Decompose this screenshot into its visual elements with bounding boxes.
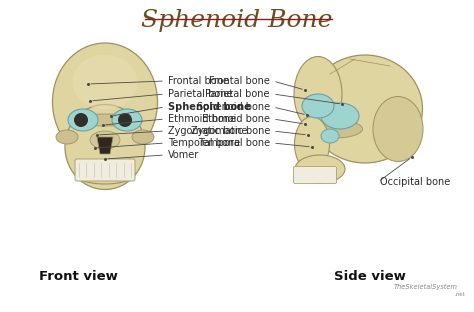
Ellipse shape [295,155,345,183]
Ellipse shape [68,109,98,131]
Text: Vomer: Vomer [168,150,199,160]
Ellipse shape [373,96,423,162]
FancyBboxPatch shape [293,167,337,183]
Text: Side view: Side view [334,271,406,284]
Ellipse shape [65,105,145,189]
FancyBboxPatch shape [75,159,135,181]
Text: TheSkeletalSystem: TheSkeletalSystem [394,284,458,290]
Text: Sphenoid bone: Sphenoid bone [197,102,270,112]
Ellipse shape [56,130,78,144]
Text: .net: .net [454,292,465,297]
Ellipse shape [308,120,363,138]
Text: Ethmoid bone: Ethmoid bone [202,114,270,124]
Text: Frontal bone: Frontal bone [209,76,270,86]
Ellipse shape [132,130,154,144]
Ellipse shape [112,109,142,131]
Ellipse shape [118,113,132,127]
Text: Sphenoid Bone: Sphenoid Bone [141,9,333,32]
Ellipse shape [308,55,422,163]
Ellipse shape [73,55,137,110]
Text: Front view: Front view [38,271,118,284]
Text: Temporal bone: Temporal bone [168,138,240,148]
Text: Zygomatic bone: Zygomatic bone [168,126,247,136]
Text: Occipital bone: Occipital bone [380,177,450,187]
Text: Sphenoid bone: Sphenoid bone [168,102,251,112]
Ellipse shape [53,43,157,161]
Ellipse shape [294,56,342,131]
Ellipse shape [321,129,339,143]
Ellipse shape [75,164,135,184]
Ellipse shape [321,103,359,129]
Ellipse shape [302,94,334,118]
Text: Temporal bone: Temporal bone [198,138,270,148]
Ellipse shape [90,131,120,149]
Polygon shape [97,137,113,154]
Ellipse shape [74,113,88,127]
Text: Parietal bone: Parietal bone [168,89,233,99]
Ellipse shape [294,116,329,172]
Text: Frontal bone: Frontal bone [168,76,229,86]
Ellipse shape [69,114,141,126]
Text: Parietal bone: Parietal bone [206,89,270,99]
Text: Zygomatic bone: Zygomatic bone [191,126,270,136]
Text: Ethmoid bone: Ethmoid bone [168,114,236,124]
